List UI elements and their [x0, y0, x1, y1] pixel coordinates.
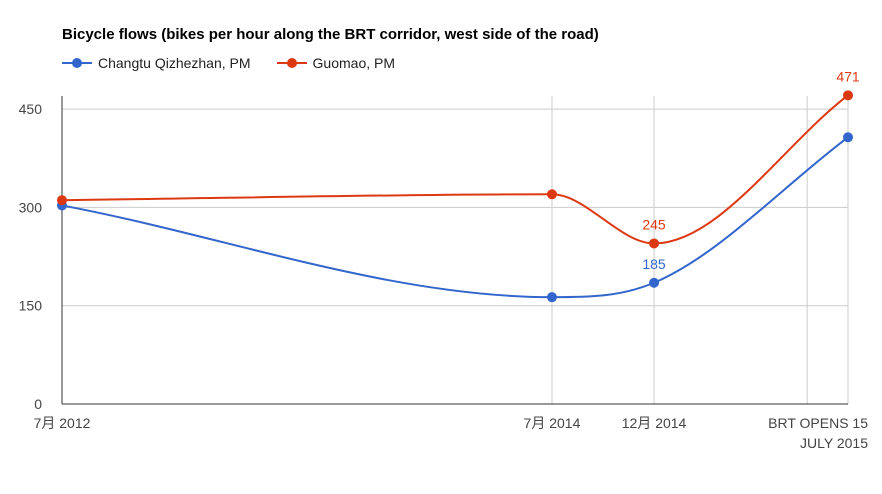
- data-point: [843, 90, 853, 101]
- legend-label-guomao: Guomao, PM: [312, 55, 396, 71]
- data-point: [546, 189, 557, 200]
- legend-item-changtu[interactable]: Changtu Qizhezhan, PM: [62, 55, 251, 71]
- series-line-1: [61, 94, 849, 245]
- x-tick-label: BRT OPENS 15: [768, 415, 868, 431]
- y-tick-label: 150: [19, 298, 43, 314]
- legend: Changtu Qizhezhan, PM Guomao, PM: [62, 54, 421, 72]
- x-tick-label: JULY 2015: [800, 435, 868, 451]
- legend-swatch-guomao: [276, 57, 307, 69]
- y-tick-label: 300: [19, 199, 43, 215]
- data-label: 185: [642, 256, 666, 272]
- y-tick-label: 450: [19, 101, 43, 117]
- x-tick-label: 7月 2012: [34, 415, 91, 431]
- data-label: 471: [836, 68, 860, 84]
- data-point: [649, 238, 660, 249]
- data-point: [649, 277, 660, 288]
- data-point: [546, 292, 557, 303]
- legend-item-guomao[interactable]: Guomao, PM: [276, 55, 396, 71]
- data-point: [843, 132, 853, 143]
- chart-title: Bicycle flows (bikes per hour along the …: [62, 26, 599, 43]
- data-label: 245: [642, 216, 666, 232]
- x-tick-label: 12月 2014: [622, 415, 687, 431]
- legend-label-changtu: Changtu Qizhezhan, PM: [98, 55, 251, 71]
- x-tick-label: 7月 2014: [524, 415, 581, 431]
- series-line-0: [61, 136, 849, 299]
- data-point: [57, 195, 67, 206]
- y-tick-label: 0: [34, 396, 42, 412]
- legend-swatch-changtu: [62, 57, 92, 69]
